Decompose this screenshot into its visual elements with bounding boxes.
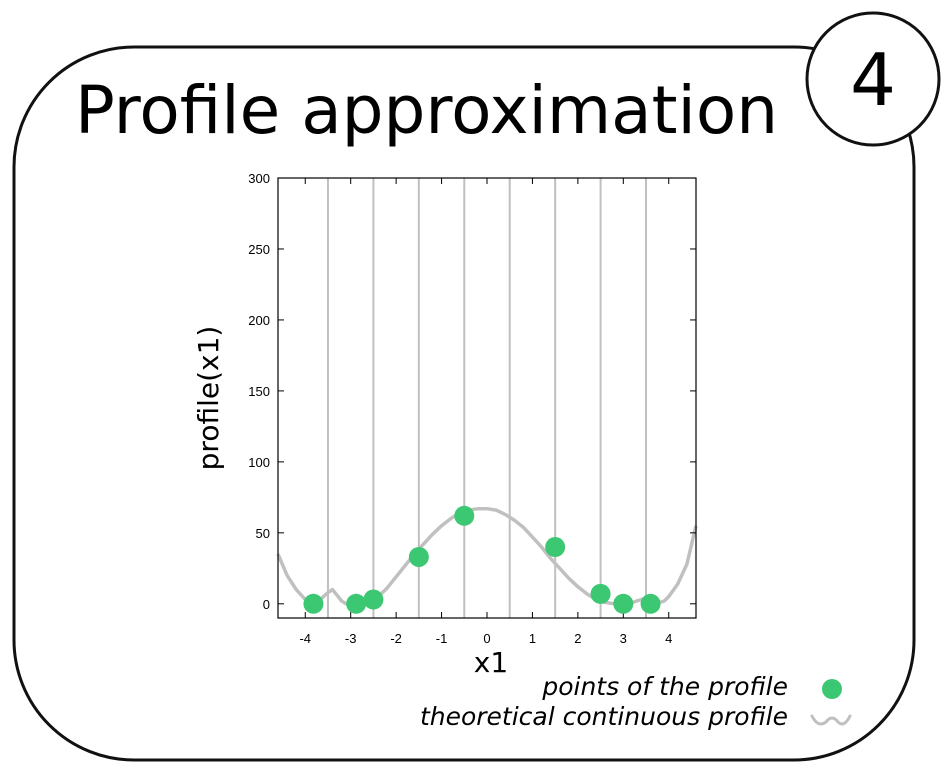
x-tick-label: 4: [665, 631, 672, 646]
profile-point: [363, 589, 384, 610]
y-tick-label: 300: [248, 171, 270, 186]
y-tick-label: 250: [248, 242, 270, 257]
profile-point: [545, 537, 566, 558]
step-badge: 4: [805, 11, 941, 147]
x-tick-label: 0: [483, 631, 490, 646]
x-axis-label: x1: [474, 646, 508, 679]
legend-label-curve: theoretical continuous profile: [420, 702, 788, 731]
profile-point: [346, 593, 367, 614]
x-tick-label: 3: [620, 631, 627, 646]
vertical-gridlines: [326, 178, 648, 618]
badge-number: 4: [850, 38, 896, 122]
y-tick-label: 0: [263, 597, 270, 612]
x-tick-label: -1: [436, 631, 448, 646]
y-tick-label: 50: [256, 526, 270, 541]
y-axis-label: profile(x1): [192, 326, 225, 471]
profile-point: [454, 505, 475, 526]
y-tick-label: 100: [248, 455, 270, 470]
profile-point: [590, 583, 611, 604]
legend: points of the profile theoretical contin…: [420, 672, 852, 731]
legend-label-points: points of the profile: [541, 672, 788, 701]
legend-marker-points: [822, 679, 842, 699]
legend-marker-curve: [810, 714, 852, 726]
x-tick-label: 1: [529, 631, 536, 646]
x-tick-label: -2: [390, 631, 402, 646]
x-tick-label: -4: [299, 631, 311, 646]
profile-point: [303, 593, 324, 614]
y-tick-label: 150: [248, 384, 270, 399]
axis-ticks: -4 -3 -2 -1 0 1 2 3 4 0 50 100 150 200 250 300: [248, 171, 696, 646]
badge-circle: [805, 11, 941, 147]
x-tick-label: 2: [574, 631, 581, 646]
y-tick-label: 200: [248, 313, 270, 328]
page-title: Profile approximation: [75, 72, 778, 149]
x-tick-label: -3: [345, 631, 357, 646]
profile-point: [613, 593, 634, 614]
profile-chart: -4 -3 -2 -1 0 1 2 3 4 0 50 100 150 200 250 300 x1 profi…: [192, 171, 698, 679]
profile-point: [640, 593, 661, 614]
point-layer: [303, 505, 661, 614]
profile-point: [408, 546, 429, 567]
